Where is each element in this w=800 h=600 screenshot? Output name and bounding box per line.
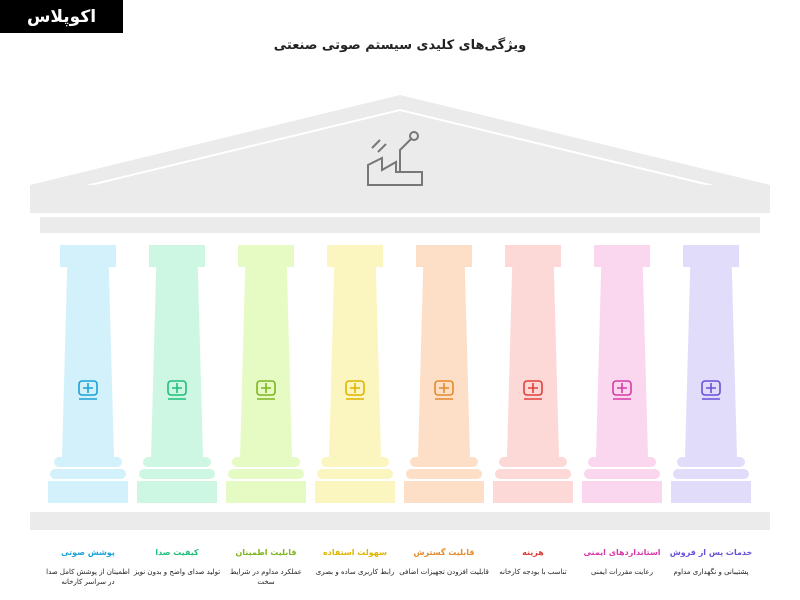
pillar-ring (54, 457, 122, 467)
pillar-capital (416, 245, 472, 267)
pillar (493, 245, 573, 503)
pillar-ring (321, 457, 389, 467)
pediment (30, 95, 770, 185)
pillar-description: تناسب با بودجه کارخانه (499, 568, 567, 576)
sound-wave-icon (167, 380, 187, 400)
pillar-title: استانداردهای ایمنی (583, 548, 661, 557)
pillar (404, 245, 484, 503)
pillar-plinth (582, 481, 662, 503)
pillar-capital (505, 245, 561, 267)
pillar-label: استانداردهای ایمنی رعایت مقررات ایمنی (577, 548, 667, 577)
pillar-ring (410, 457, 478, 467)
pillar-capital (683, 245, 739, 267)
stylobate (30, 512, 770, 530)
pillar-label: قابلیت گسترش قابلیت افزودن تجهیزات اضافی (399, 548, 489, 577)
pillar-plinth (404, 481, 484, 503)
pillar-capital (327, 245, 383, 267)
pillar-label: خدمات پس از فروش پشتیبانی و نگهداری مداوم (666, 548, 756, 577)
pillar-description: قابلیت افزودن تجهیزات اضافی (399, 568, 489, 576)
pillar-ring (406, 469, 482, 479)
pillar-label: قابلیت اطمینان عملکرد مداوم در شرایط سخت (221, 548, 311, 587)
pillar-plinth (48, 481, 128, 503)
pillar-plinth (315, 481, 395, 503)
pillar-ring (232, 457, 300, 467)
network-expand-icon (434, 380, 454, 400)
pillar-ring (228, 469, 304, 479)
logo: اکوپلاس (0, 0, 123, 33)
pillar-ring (143, 457, 211, 467)
architrave (40, 217, 760, 233)
pillar-capital (238, 245, 294, 267)
factory-robot-icon (367, 131, 423, 186)
pillar-capital (594, 245, 650, 267)
pillar-shaft (151, 267, 203, 457)
safety-icon (612, 380, 632, 400)
pillar-ring (673, 469, 749, 479)
pillar-label: کیفیت صدا تولید صدای واضح و بدون نویز (132, 548, 222, 577)
pillar-capital (60, 245, 116, 267)
pillar-shaft (240, 267, 292, 457)
pillar (315, 245, 395, 503)
pillar-capital (149, 245, 205, 267)
pillar-description: اطمینان از پوشش کامل صدا در سراسر کارخان… (46, 568, 130, 586)
pillar-shaft (329, 267, 381, 457)
pillar-label: هزینه تناسب با بودجه کارخانه (488, 548, 578, 577)
pillar-ring (317, 469, 393, 479)
pillar-ring (499, 457, 567, 467)
pillar-shaft (418, 267, 470, 457)
logo-text: اکوپلاس (26, 6, 97, 27)
pillar-plinth (671, 481, 751, 503)
pillar (226, 245, 306, 503)
pillar-plinth (493, 481, 573, 503)
pillar-title: کیفیت صدا (155, 548, 199, 557)
pillar-title: قابلیت گسترش (413, 548, 475, 557)
factory-speaker-icon (78, 380, 98, 400)
pillar-description: رابط کاربری ساده و بصری (315, 568, 395, 576)
pillar-ring (677, 457, 745, 467)
pillar-description: عملکرد مداوم در شرایط سخت (230, 568, 302, 586)
pillar-description: رعایت مقررات ایمنی (591, 568, 653, 576)
support-technician-icon (701, 380, 721, 400)
pillar-shaft (62, 267, 114, 457)
pillar-shaft (596, 267, 648, 457)
cost-balance-icon (523, 380, 543, 400)
pillar-plinth (226, 481, 306, 503)
pillar-ring (588, 457, 656, 467)
pillar (48, 245, 128, 503)
pillar-title: پوشش صوتی (61, 548, 115, 557)
pillar-ring (584, 469, 660, 479)
pillar-label: پوشش صوتی اطمینان از پوشش کامل صدا در سرا… (43, 548, 133, 587)
pillar-title: هزینه (522, 548, 544, 557)
pillar-shaft (685, 267, 737, 457)
pillar-plinth (137, 481, 217, 503)
pillar (137, 245, 217, 503)
pillar-title: قابلیت اطمینان (235, 548, 297, 557)
pillar-description: تولید صدای واضح و بدون نویز (133, 568, 221, 576)
pillar (582, 245, 662, 503)
pillar-description: پشتیبانی و نگهداری مداوم (673, 568, 749, 576)
robust-device-icon (256, 380, 276, 400)
entablature (30, 185, 770, 213)
pillar-title: سهولت استفاده (323, 548, 387, 557)
pillar-label: سهولت استفاده رابط کاربری ساده و بصری (310, 548, 400, 577)
pillar-title: خدمات پس از فروش (669, 548, 753, 557)
pillar-ring (495, 469, 571, 479)
settings-interface-icon (345, 380, 365, 400)
pillar-ring (50, 469, 126, 479)
pillar (671, 245, 751, 503)
pillar-shaft (507, 267, 559, 457)
pillar-ring (139, 469, 215, 479)
page-title: ویژگی‌های کلیدی سیستم صوتی صنعتی (273, 38, 527, 53)
